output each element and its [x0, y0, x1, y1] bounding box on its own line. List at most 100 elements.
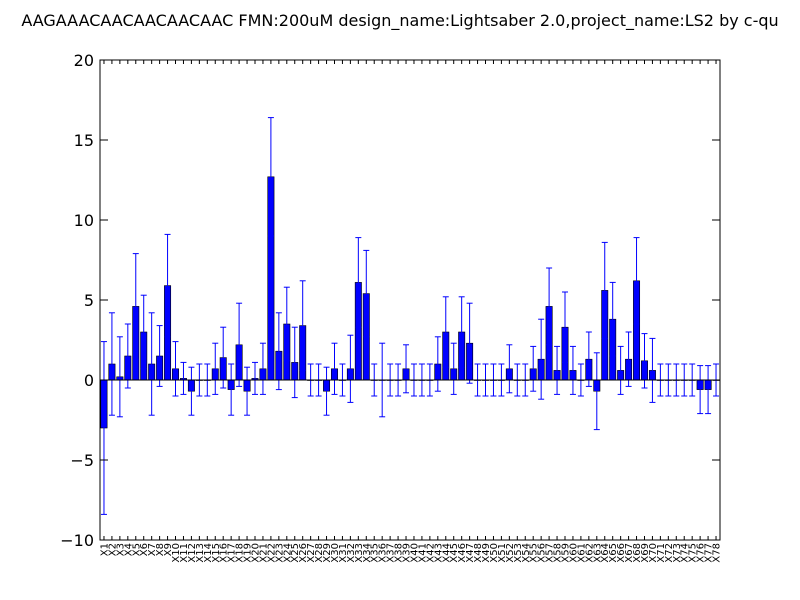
x-tick-label: X34: [362, 543, 373, 563]
x-tick-label: X9: [163, 543, 174, 556]
x-tick-label: X41: [417, 543, 428, 563]
error-bar-X11: [180, 361, 187, 395]
x-tick-label: X42: [425, 543, 436, 563]
error-bar-X58: [554, 345, 561, 395]
error-bar-X12: [188, 366, 195, 416]
x-tick-label: X11: [179, 543, 190, 563]
x-tick-label: X33: [354, 543, 365, 563]
x-tick-label: X62: [584, 543, 595, 563]
x-tick-label: X49: [481, 543, 492, 563]
x-tick-label: X5: [131, 543, 142, 556]
x-tick-label: X31: [338, 543, 349, 563]
x-tick-label: X78: [712, 543, 723, 563]
error-bar-X2: [108, 312, 115, 416]
x-tick-label: X63: [592, 543, 603, 563]
x-tick-label: X37: [386, 543, 397, 563]
x-tick-label: X52: [505, 543, 516, 563]
error-bar-X19: [244, 366, 251, 416]
error-bar-X47: [466, 302, 473, 384]
x-tick-label: X38: [394, 543, 405, 563]
error-bar-X21: [259, 342, 266, 395]
error-bar-X44: [442, 296, 449, 368]
error-bar-X57: [546, 267, 553, 346]
error-bar-X6: [140, 294, 147, 370]
x-tick-label: X76: [696, 543, 707, 563]
x-tick-label: X35: [370, 543, 381, 563]
error-bar-X76: [697, 365, 704, 415]
x-tick-label: X71: [656, 543, 667, 563]
y-tick-label: 0: [84, 371, 94, 390]
x-tick-label: X10: [171, 543, 182, 563]
chart-title: AAGAAACAACAACAACAAC FMN:200uM design_nam…: [21, 11, 778, 31]
x-tick-label: X60: [568, 543, 579, 563]
x-tick-label: X58: [553, 543, 564, 563]
x-tick-label: X19: [243, 543, 254, 563]
x-tick-label: X67: [624, 543, 635, 563]
y-tick-label: −10: [60, 531, 94, 550]
error-bar-X46: [458, 296, 465, 368]
error-bar-X10: [172, 341, 179, 397]
plot-area: [99, 59, 721, 541]
error-bar-X3: [116, 336, 123, 418]
x-tick-label: X13: [195, 543, 206, 563]
x-tick-label: X46: [457, 543, 468, 563]
x-tick-label: X53: [513, 543, 524, 563]
x-tick-label: X28: [314, 543, 325, 563]
error-bar-X52: [506, 344, 513, 394]
x-tick-label: X6: [139, 543, 150, 556]
x-tick-label: X39: [402, 543, 413, 563]
x-tick-label: X56: [537, 543, 548, 563]
x-tick-label: X3: [115, 543, 126, 556]
error-bar-X25: [291, 326, 298, 399]
x-tick-label: X30: [330, 543, 341, 563]
x-tick-label: X75: [688, 543, 699, 563]
error-bar-X43: [434, 336, 441, 392]
x-tick-label: X54: [521, 543, 532, 563]
x-tick-label: X14: [203, 543, 214, 563]
x-tick-label: X69: [640, 543, 651, 563]
error-bar-X45: [450, 342, 457, 395]
x-tick-label: X43: [433, 543, 444, 563]
error-bar-X24: [283, 286, 290, 362]
error-bar-X33: [355, 237, 362, 328]
error-bar-X34: [363, 249, 370, 338]
x-tick-label: X29: [322, 543, 333, 563]
x-tick-label: X22: [266, 543, 277, 563]
x-tick-label: X65: [608, 543, 619, 563]
x-tick-label: X7: [147, 543, 158, 556]
error-bar-X17: [228, 363, 235, 416]
y-axis: −10 −5 0 5 10 15 20: [60, 51, 720, 550]
x-tick-label: X64: [600, 543, 611, 563]
error-bar-X56: [538, 318, 545, 400]
x-tick-label: X51: [497, 543, 508, 563]
error-bar-X67: [625, 331, 632, 387]
y-tick-label: 5: [84, 291, 94, 310]
bars-layer: [100, 176, 720, 429]
x-tick-label: X50: [489, 543, 500, 563]
y-tick-label: 10: [74, 211, 94, 230]
error-bar-X29: [323, 366, 330, 416]
error-bar-X32: [347, 334, 354, 403]
x-tick-label: X48: [473, 543, 484, 563]
x-tick-label: X16: [219, 543, 230, 563]
error-bar-X77: [705, 365, 712, 415]
error-bar-X9: [164, 233, 171, 338]
x-tick-label: X70: [648, 543, 659, 563]
x-axis: X1X2X3X4X5X6X7X8X9X10X11X12X13X14X15X16X…: [99, 60, 723, 563]
x-tick-label: X57: [545, 543, 556, 563]
x-tick-label: X12: [187, 543, 198, 563]
x-tick-label: X44: [441, 543, 452, 563]
error-bar-X39: [403, 344, 410, 394]
x-tick-label: X21: [258, 543, 269, 563]
error-bar-X7: [148, 312, 155, 416]
error-bar-X59: [562, 291, 568, 363]
x-tick-label: X4: [123, 543, 134, 556]
x-tick-label: X25: [290, 543, 301, 563]
y-tick-label: 20: [74, 51, 94, 70]
x-tick-label: X77: [704, 543, 715, 563]
x-tick-label: X8: [155, 543, 166, 556]
error-bar-X64: [601, 241, 608, 339]
error-bars-layer: [100, 117, 720, 515]
error-bar-X4: [124, 323, 131, 389]
